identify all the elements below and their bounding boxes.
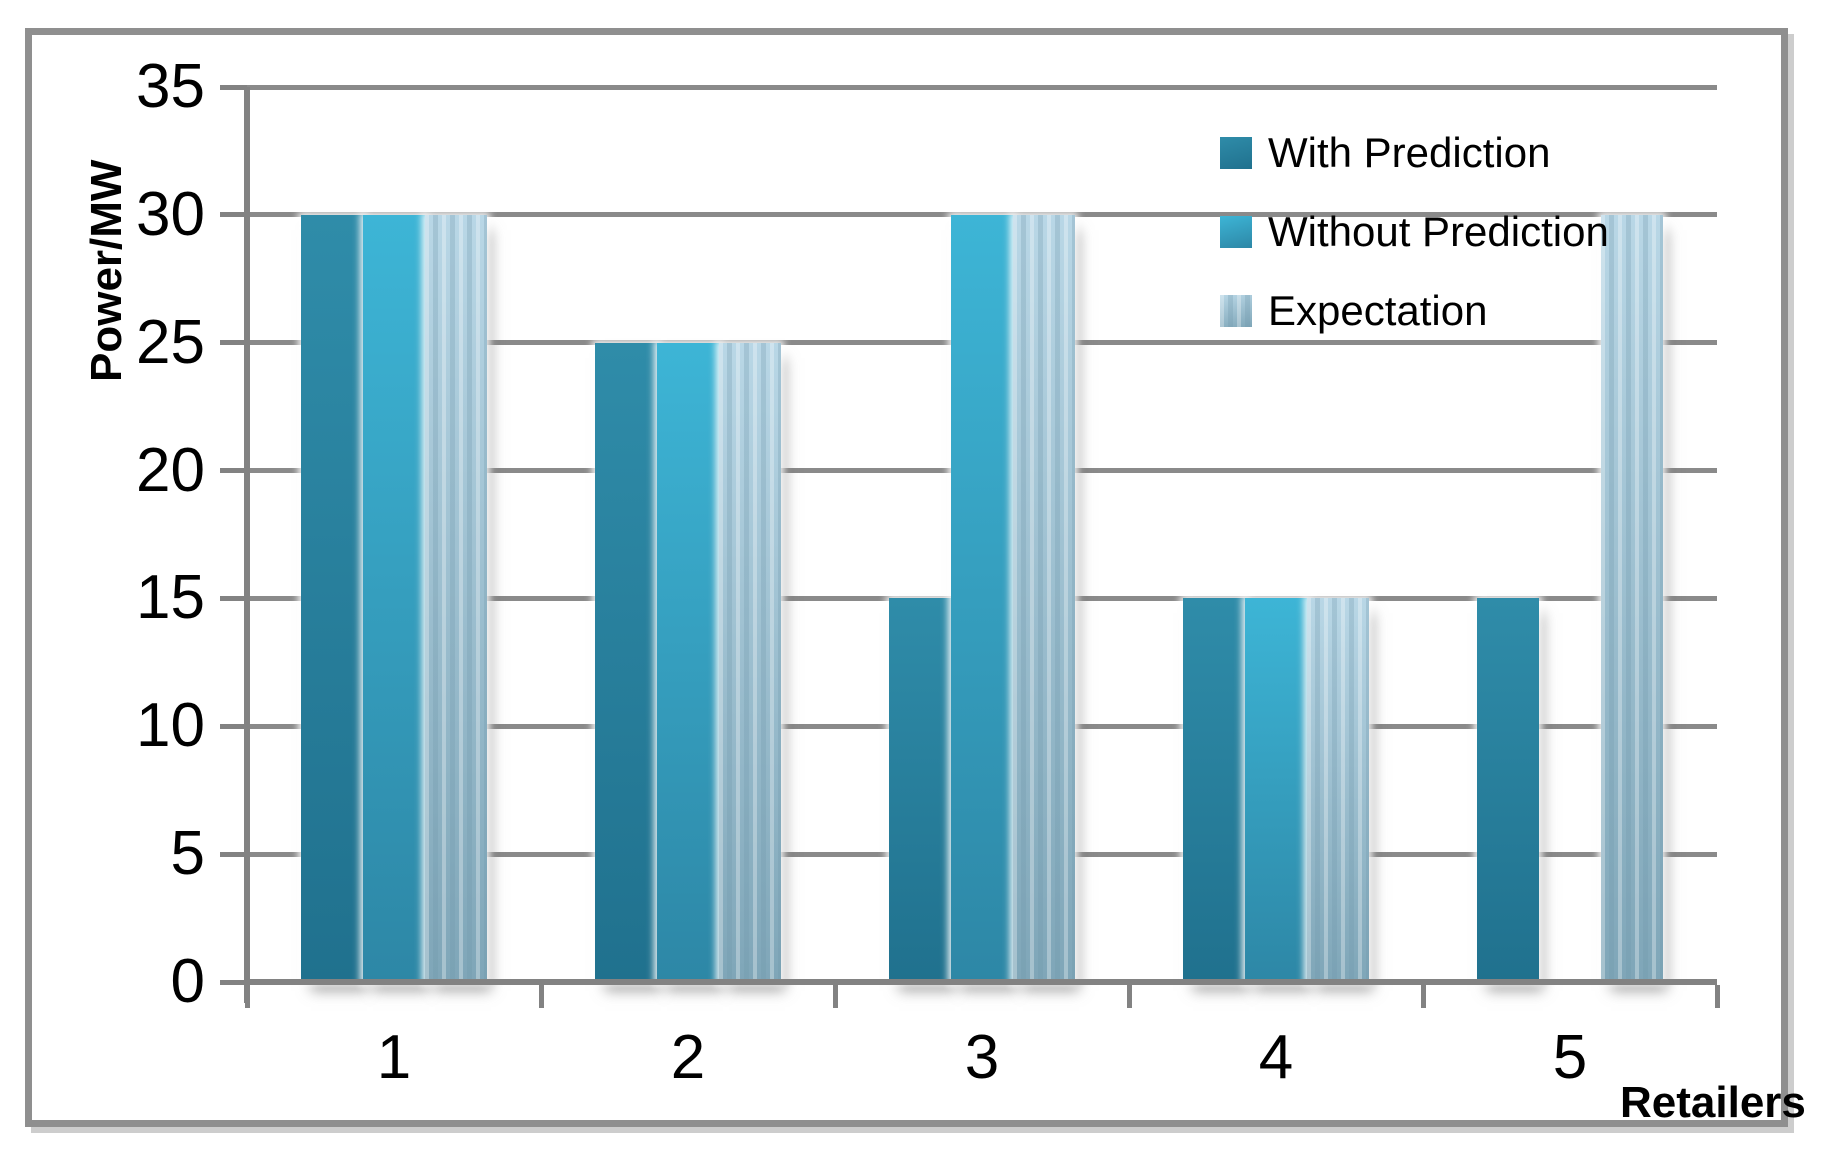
- legend-item-expectation: Expectation: [1220, 287, 1609, 334]
- bar-without-prediction-cat1: [363, 214, 425, 982]
- x-tick-label-5: 5: [1552, 1023, 1588, 1092]
- x-tick-label-4: 4: [1258, 1023, 1294, 1092]
- y-tick-30: [220, 212, 247, 218]
- y-tick-0: [220, 979, 247, 985]
- gridline-35: [247, 84, 1717, 90]
- x-tick-3: [1126, 985, 1132, 1008]
- x-tick-1: [538, 985, 544, 1008]
- legend-label-expectation: Expectation: [1268, 287, 1488, 334]
- plot-area: 0 5 10 15 20 25 30 35 1 2 3 4 5: [136, 53, 1720, 1089]
- bar-expectation-cat4: [1307, 598, 1369, 982]
- x-tick-0: [244, 985, 250, 1008]
- y-axis-title: Power/MW: [82, 159, 131, 383]
- y-tick-label-30: 30: [136, 179, 205, 249]
- y-tick-label-35: 35: [136, 52, 205, 121]
- legend-label-with-prediction: With Prediction: [1268, 129, 1551, 176]
- legend: With Prediction Without Prediction Expec…: [1220, 129, 1609, 373]
- y-tick-label-25: 25: [136, 307, 205, 377]
- y-tick-label-0: 0: [170, 947, 205, 1016]
- y-tick-25: [220, 340, 247, 346]
- x-axis-line: [247, 979, 1717, 985]
- x-tick-label-2: 2: [670, 1023, 706, 1092]
- bar-with-prediction-cat1: [301, 214, 363, 982]
- bar-expectation-cat2: [719, 342, 781, 982]
- y-tick-label-15: 15: [136, 563, 205, 633]
- y-tick-10: [220, 723, 247, 729]
- y-tick-label-5: 5: [170, 819, 205, 889]
- legend-item-with-prediction: With Prediction: [1220, 129, 1609, 176]
- bar-without-prediction-cat3: [951, 214, 1013, 982]
- bar-with-prediction-cat5: [1477, 598, 1539, 982]
- bar-without-prediction-cat2: [657, 342, 719, 982]
- y-axis-line: [244, 87, 250, 1003]
- x-tick-4: [1420, 985, 1426, 1008]
- y-tick-5: [220, 851, 247, 857]
- bar-with-prediction-cat2: [595, 342, 657, 982]
- x-tick-label-3: 3: [964, 1023, 1000, 1092]
- bar-with-prediction-cat3: [889, 598, 951, 982]
- y-tick-label-20: 20: [136, 435, 205, 505]
- bar-expectation-cat3: [1013, 214, 1075, 982]
- y-tick-15: [220, 595, 247, 601]
- bar-with-prediction-cat4: [1183, 598, 1245, 982]
- legend-swatch-expectation: [1220, 295, 1252, 327]
- x-tick-5: [1714, 985, 1720, 1008]
- legend-swatch-without-prediction: [1220, 216, 1252, 248]
- bar-expectation-cat5: [1601, 214, 1663, 982]
- legend-swatch-with-prediction: [1220, 137, 1252, 169]
- legend-item-without-prediction: Without Prediction: [1220, 208, 1609, 255]
- bar-without-prediction-cat4: [1245, 598, 1307, 982]
- x-tick-label-1: 1: [376, 1023, 412, 1092]
- y-tick-20: [220, 468, 247, 474]
- x-tick-2: [832, 985, 838, 1008]
- x-axis-title: Retailers: [1620, 1078, 1806, 1127]
- legend-label-without-prediction: Without Prediction: [1268, 208, 1609, 255]
- y-tick-label-10: 10: [136, 691, 205, 761]
- y-tick-35: [220, 84, 247, 90]
- bar-expectation-cat1: [425, 214, 487, 982]
